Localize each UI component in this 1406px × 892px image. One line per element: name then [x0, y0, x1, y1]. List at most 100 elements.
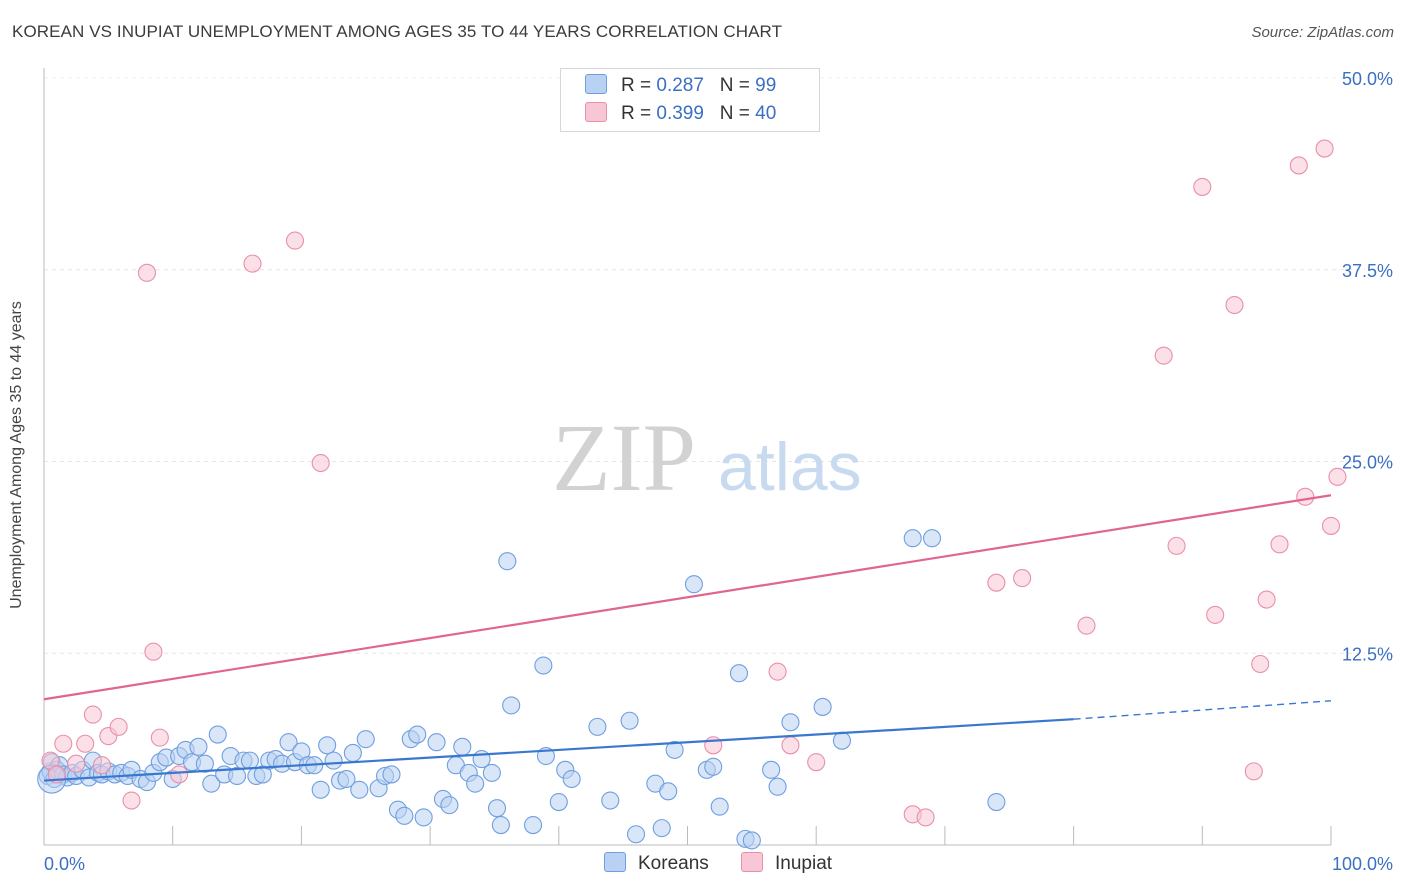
koreans-trend-line — [43, 718, 1074, 782]
koreans-point-31 — [202, 774, 221, 793]
y-tick-label-0: 12.5% — [1342, 644, 1393, 664]
koreans-point-29 — [189, 737, 208, 756]
koreans-point-80 — [549, 792, 568, 812]
koreans-r-label: R = — [621, 75, 657, 96]
inupiat-point-31 — [1244, 762, 1263, 781]
koreans-point-74 — [491, 816, 510, 835]
koreans-swatch — [585, 74, 607, 94]
koreans-n-label: N = — [719, 75, 756, 96]
inupiat-point-5 — [83, 705, 102, 724]
koreans-point-100 — [781, 713, 800, 732]
inupiat-point-28 — [1193, 177, 1212, 196]
koreans-point-60 — [395, 806, 414, 825]
koreans-point-62 — [408, 725, 427, 744]
inupiat-n-value: 40 — [755, 103, 777, 124]
koreans-legend-swatch — [604, 852, 626, 872]
inupiat-point-13 — [170, 765, 189, 784]
koreans-point-84 — [601, 791, 620, 810]
inupiat-n-label: N = — [719, 103, 756, 124]
koreans-r-value: 0.287 — [656, 75, 704, 96]
koreans-legend-label: Koreans — [638, 853, 709, 874]
inupiat-point-32 — [1251, 654, 1270, 674]
koreans-point-104 — [922, 529, 942, 548]
koreans-point-37 — [240, 751, 259, 770]
chart-source: Source: ZipAtlas.com — [1251, 24, 1394, 41]
koreans-point-83 — [588, 717, 607, 736]
inupiat-r-label: R = — [621, 103, 657, 124]
gridlines — [44, 77, 1365, 654]
inupiat-swatch — [585, 102, 607, 122]
inupiat-point-10 — [137, 263, 157, 282]
inupiat-point-4 — [76, 734, 95, 753]
koreans-point-70 — [466, 774, 485, 793]
tick-labels: 12.5% 25.0% 37.5% 50.0% 0.0% 100.0% — [44, 69, 1393, 874]
inupiat-point-9 — [122, 791, 141, 810]
koreans-points — [37, 529, 1006, 850]
chart-title: KOREAN VS INUPIAT UNEMPLOYMENT AMONG AGE… — [12, 22, 783, 41]
koreans-point-105 — [987, 792, 1006, 812]
inupiat-point-33 — [1257, 590, 1276, 609]
inupiat-point-27 — [1167, 536, 1186, 555]
inupiat-point-8 — [109, 717, 128, 736]
koreans-point-72 — [482, 763, 501, 782]
inupiat-point-25 — [1077, 616, 1096, 635]
inupiat-legend-swatch — [741, 852, 763, 872]
koreans-point-93 — [704, 757, 723, 776]
koreans-point-43 — [279, 733, 298, 752]
axes — [43, 68, 1332, 846]
koreans-point-97 — [742, 831, 761, 850]
koreans-point-76 — [502, 696, 521, 715]
inupiat-point-20 — [807, 753, 826, 772]
inupiat-point-6 — [92, 756, 111, 775]
koreans-point-86 — [626, 825, 646, 844]
koreans-point-77 — [524, 816, 543, 835]
koreans-n-value: 99 — [755, 75, 777, 96]
y-tick-label-3: 50.0% — [1342, 69, 1393, 89]
trend-lines — [43, 494, 1332, 782]
koreans-point-54 — [350, 780, 369, 799]
legend-row-inupiat: R = 0.399 N = 40 — [585, 101, 776, 127]
legend-item-koreans[interactable]: Koreans — [604, 852, 709, 875]
inupiat-point-36 — [1296, 487, 1315, 506]
x-tick-label-max: 100.0% — [1332, 854, 1393, 874]
x-tick-label-min: 0.0% — [44, 854, 85, 874]
koreans-point-90 — [665, 740, 684, 759]
koreans-point-32 — [208, 725, 227, 744]
koreans-point-88 — [652, 819, 671, 838]
koreans-point-102 — [832, 731, 851, 750]
koreans-point-95 — [729, 664, 749, 683]
koreans-point-48 — [311, 780, 330, 799]
inupiat-point-38 — [1321, 516, 1341, 535]
inupiat-r-value: 0.399 — [656, 103, 704, 124]
inupiat-point-34 — [1270, 535, 1289, 554]
koreans-point-64 — [427, 733, 446, 752]
koreans-point-99 — [768, 777, 787, 796]
inupiat-point-16 — [311, 453, 330, 473]
koreans-point-85 — [620, 711, 639, 730]
inupiat-point-26 — [1154, 346, 1173, 365]
koreans-point-75 — [498, 552, 517, 571]
koreans-point-68 — [453, 737, 472, 756]
legend-item-inupiat[interactable]: Inupiat — [741, 852, 832, 875]
koreans-point-30 — [195, 754, 214, 773]
koreans-point-103 — [903, 529, 922, 548]
inupiat-point-24 — [1013, 569, 1032, 588]
legend-row-koreans: R = 0.287 N = 99 — [585, 73, 776, 99]
inupiat-point-19 — [781, 736, 800, 755]
watermark-zip: ZIP — [552, 404, 696, 511]
inupiat-point-30 — [1225, 295, 1244, 315]
koreans-point-91 — [684, 575, 703, 594]
koreans-point-58 — [382, 765, 401, 784]
inupiat-point-23 — [987, 573, 1006, 592]
koreans-point-55 — [356, 730, 375, 749]
inupiat-point-37 — [1315, 139, 1334, 158]
inupiat-legend-label: Inupiat — [775, 853, 833, 874]
koreans-point-66 — [440, 796, 459, 815]
inupiat-point-11 — [144, 642, 163, 661]
inupiat-points — [41, 139, 1347, 827]
koreans-point-50 — [324, 751, 343, 770]
koreans-point-63 — [414, 808, 433, 827]
koreans-point-35 — [228, 766, 247, 786]
inupiat-trend-line — [43, 494, 1332, 701]
koreans-point-73 — [487, 799, 507, 818]
